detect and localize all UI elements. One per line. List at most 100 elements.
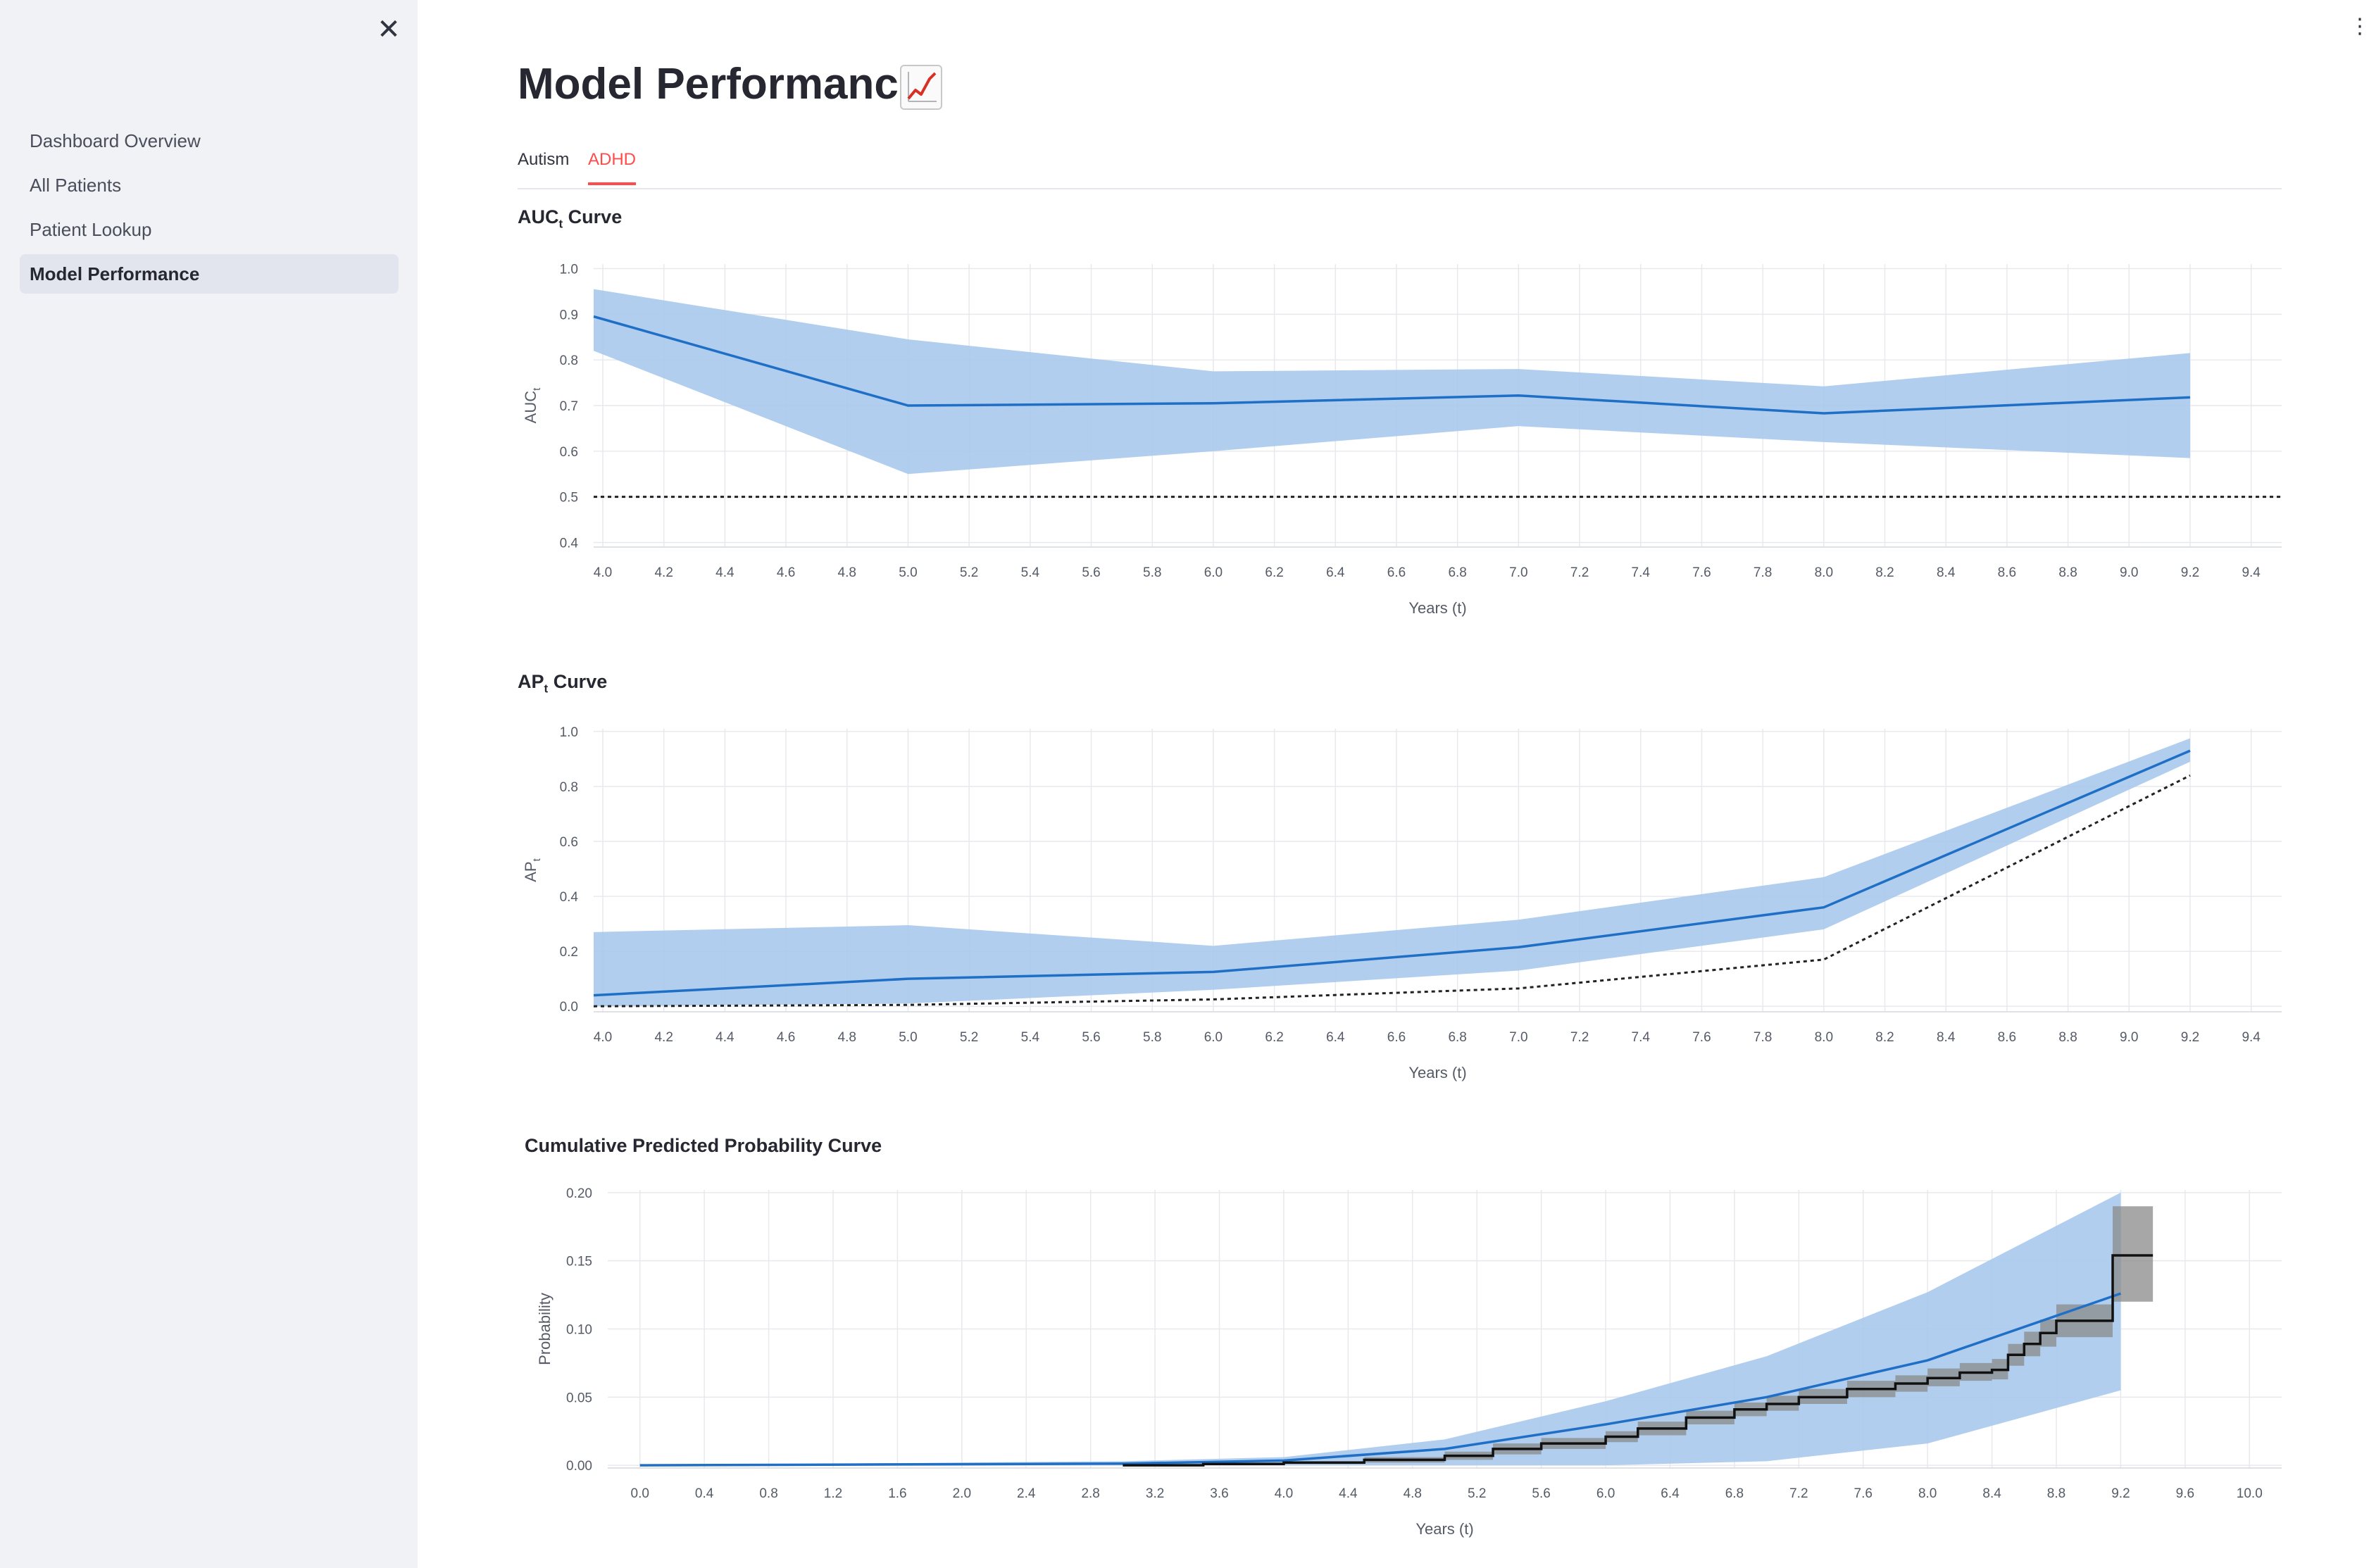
cum-xtick-label: 9.2 (2111, 1486, 2130, 1501)
cum-ytick-label: 0.00 (566, 1459, 592, 1474)
ap-y-axis-label-main: AP (522, 861, 539, 882)
tab-label: ADHD (588, 150, 637, 169)
ap-xtick-label: 4.8 (838, 1030, 856, 1045)
auc-title-main: AUC (518, 206, 559, 227)
ap-y-axis-label-sub: t (531, 858, 543, 861)
cum-ytick-label: 0.10 (566, 1323, 592, 1338)
ap-xtick-label: 5.6 (1082, 1030, 1100, 1045)
auc-y-axis-label-main: AUC (522, 391, 539, 424)
cum-xtick-label: 3.2 (1146, 1486, 1164, 1501)
sidebar-item-all-patients[interactable]: All Patients (20, 165, 399, 205)
auc-ytick-label: 0.4 (560, 537, 579, 551)
tab-autism[interactable]: Autism (518, 150, 569, 182)
cumulative-probability-chart: 0.0 0.4 0.8 1.2 1.6 2.0 2.4 2.8 3.2 3.6 4.0 4.4 4.8 5… (536, 1186, 2282, 1538)
auc-xtick-label: 9.0 (2120, 565, 2138, 580)
ap-xtick-label: 4.6 (777, 1030, 795, 1045)
ap-y-axis-label: APt (522, 858, 543, 882)
cum-xtick-label: 0.0 (631, 1486, 649, 1501)
auc-xtick-label: 9.2 (2181, 565, 2199, 580)
auc-y-axis-label-sub: t (531, 387, 543, 391)
cum-xtick-label: 4.0 (1275, 1486, 1293, 1501)
cum-xtick-label: 8.4 (1982, 1486, 2001, 1501)
auc-section-title: AUCt Curve (518, 206, 622, 231)
sidebar-item-dashboard-overview[interactable]: Dashboard Overview (20, 121, 399, 161)
cum-ytick-label: 0.15 (566, 1255, 592, 1269)
ap-title-rest: Curve (548, 671, 608, 692)
ap-xtick-label: 5.2 (960, 1030, 978, 1045)
auc-series-line (593, 315, 2191, 415)
ap-x-axis-label: Years (t) (1408, 1064, 1466, 1081)
cum-xtick-label: 10.0 (2237, 1486, 2263, 1501)
auc-xtick-label: 5.8 (1143, 565, 1161, 580)
ap-xtick-label: 7.8 (1754, 1030, 1772, 1045)
cum-xtick-label: 5.6 (1532, 1486, 1550, 1501)
cum-xtick-label: 7.2 (1789, 1486, 1808, 1501)
sidebar-item-patient-lookup[interactable]: Patient Lookup (20, 210, 399, 249)
auc-xtick-label: 4.6 (777, 565, 795, 580)
ap-xtick-label: 8.0 (1815, 1030, 1833, 1045)
cum-xtick-label: 6.8 (1725, 1486, 1744, 1501)
auc-xtick-label: 5.6 (1082, 565, 1100, 580)
cum-x-axis-label: Years (t) (1415, 1520, 1473, 1538)
auc-ytick-label: 1.0 (560, 262, 578, 277)
auc-title-rest: Curve (563, 206, 623, 227)
auc-xtick-label: 6.4 (1326, 565, 1345, 580)
cum-predicted-band (639, 1192, 2121, 1466)
auc-xtick-label: 8.0 (1815, 565, 1833, 580)
auc-xtick-label: 7.0 (1509, 565, 1527, 580)
ap-confidence-band (594, 738, 2190, 1007)
sidebar-item-label: Dashboard Overview (30, 130, 201, 151)
ap-reference-line (593, 774, 2191, 1008)
cum-xtick-label: 4.8 (1404, 1486, 1422, 1501)
auc-xtick-label: 7.4 (1632, 565, 1651, 580)
auc-xtick-label: 8.6 (1998, 565, 2016, 580)
auc-confidence-band (594, 289, 2190, 475)
sidebar-item-model-performance[interactable]: Model Performance (20, 254, 399, 294)
ap-xtick-label: 4.0 (594, 1030, 612, 1045)
ap-xtick-label: 7.6 (1692, 1030, 1711, 1045)
ap-xtick-label: 8.4 (1937, 1030, 1956, 1045)
ap-ytick-label: 0.4 (560, 890, 579, 905)
sidebar: ✕ Dashboard Overview All Patients Patien… (0, 0, 418, 1568)
cum-xtick-label: 9.6 (2176, 1486, 2194, 1501)
cum-xtick-label: 6.4 (1661, 1486, 1680, 1501)
ap-xtick-label: 7.0 (1509, 1030, 1527, 1045)
auc-xtick-label: 5.4 (1021, 565, 1040, 580)
ap-xtick-label: 8.8 (2058, 1030, 2077, 1045)
ap-xtick-label: 5.4 (1021, 1030, 1040, 1045)
auc-ytick-label: 0.9 (560, 308, 578, 322)
cum-ytick-label: 0.05 (566, 1391, 592, 1405)
auc-title-sub: t (558, 217, 563, 231)
ap-xtick-label: 4.2 (654, 1030, 673, 1045)
close-icon[interactable]: ✕ (377, 14, 401, 45)
auc-xtick-label: 5.2 (960, 565, 978, 580)
ap-ytick-label: 0.0 (560, 1000, 578, 1015)
tab-adhd[interactable]: ADHD (588, 150, 637, 185)
cum-xtick-label: 5.2 (1468, 1486, 1486, 1501)
ap-ytick-label: 0.2 (560, 945, 578, 960)
cum-xtick-label: 0.4 (695, 1486, 714, 1501)
sidebar-item-label: All Patients (30, 174, 122, 196)
ap-xtick-label: 9.0 (2120, 1030, 2138, 1045)
cum-section-title: Cumulative Predicted Probability Curve (525, 1135, 882, 1156)
cum-xtick-label: 2.0 (953, 1486, 971, 1501)
cum-xtick-label: 1.6 (888, 1486, 906, 1501)
cum-observed-step-line (1123, 1254, 2154, 1467)
more-vertical-icon[interactable]: ⋮ (2349, 15, 2369, 38)
auc-xtick-label: 8.8 (2058, 565, 2077, 580)
cum-ytick-label: 0.20 (566, 1186, 592, 1201)
sidebar-item-label: Model Performance (30, 263, 200, 284)
auc-ytick-label: 0.8 (560, 353, 578, 368)
auc-xtick-label: 8.4 (1937, 565, 1956, 580)
auc-xtick-label: 7.2 (1570, 565, 1589, 580)
auc-xtick-label: 4.2 (654, 565, 673, 580)
ap-xtick-label: 6.0 (1204, 1030, 1223, 1045)
auc-xtick-label: 6.6 (1387, 565, 1406, 580)
ap-xtick-label: 9.4 (2242, 1030, 2261, 1045)
ap-xtick-label: 8.6 (1998, 1030, 2016, 1045)
ap-xtick-label: 5.8 (1143, 1030, 1161, 1045)
cum-predicted-line (639, 1292, 2122, 1467)
cum-xtick-label: 1.2 (824, 1486, 842, 1501)
ap-title-sub: t (544, 682, 549, 696)
auc-xtick-label: 7.8 (1754, 565, 1772, 580)
